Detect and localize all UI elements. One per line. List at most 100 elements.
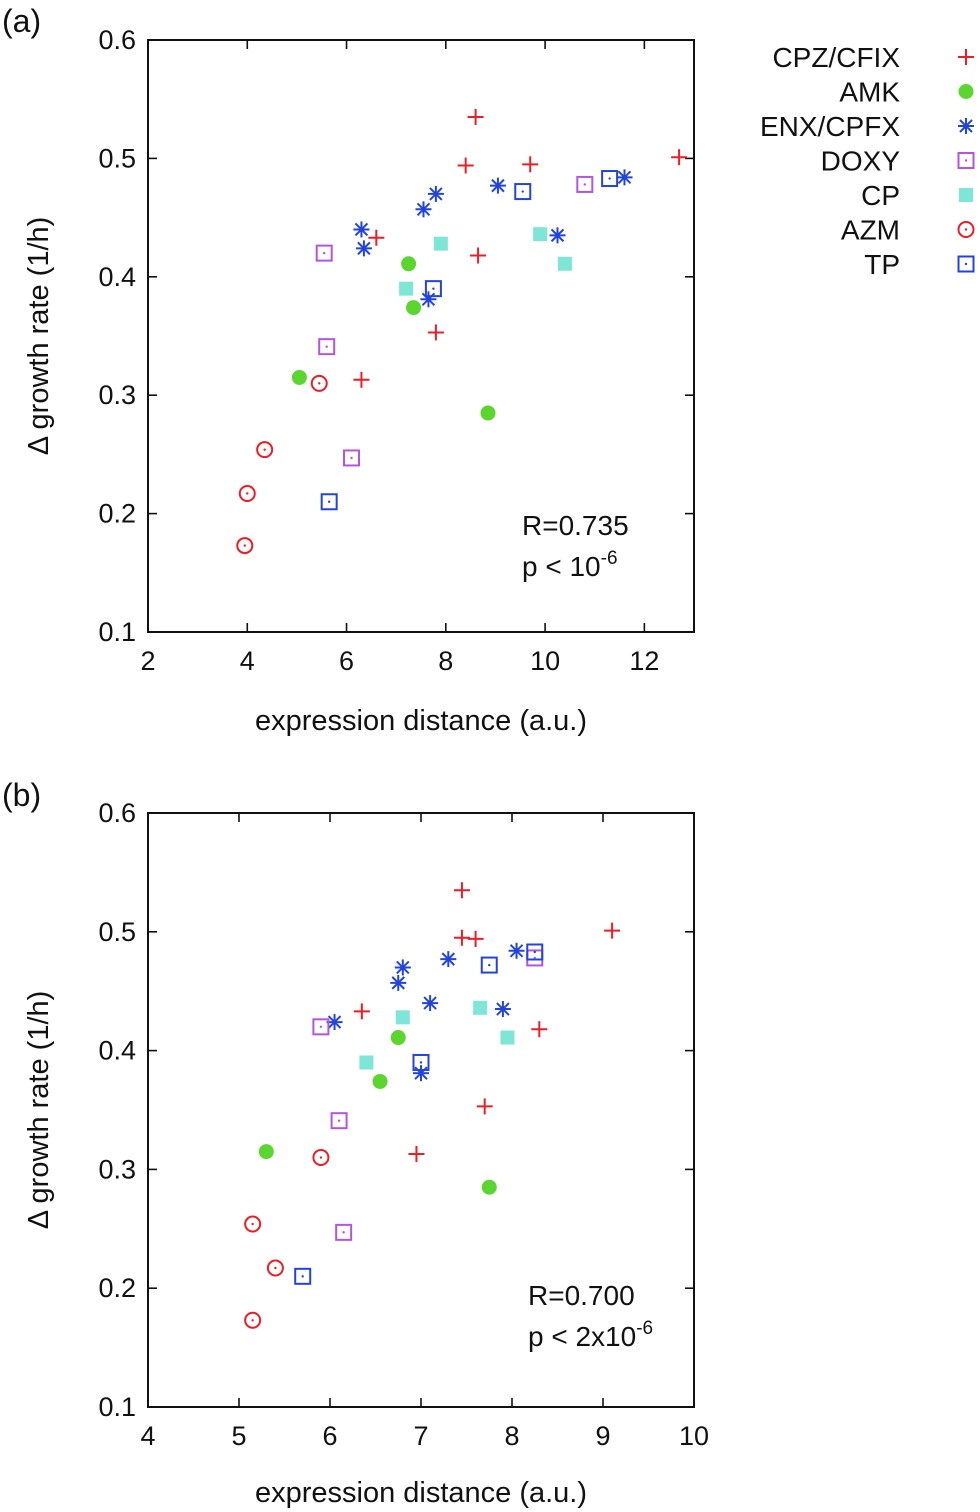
panel-a-point-cp (533, 227, 548, 242)
panel-a-point-cpz (368, 229, 385, 246)
panel-b-point-cp (500, 1030, 515, 1045)
panel-b-y-tick-label: 0.4 (98, 1036, 136, 1066)
legend-label-cpz: CPZ/CFIX (772, 42, 900, 73)
panel-b-point-cpz (453, 882, 470, 899)
panel-a-point-tp (601, 170, 619, 188)
legend-marker-doxy (957, 152, 975, 169)
panel-a-x-axis-label: expression distance (a.u.) (255, 705, 587, 737)
legend-marker-azm (957, 221, 975, 238)
panel-b-point-amk (481, 1179, 497, 1195)
panel-a-point-doxy (315, 244, 333, 262)
panel-b: (b) 4 5 6 7 8 9 10 0.1 0.2 0.3 0.4 0.5 0.6 expressio… (2, 777, 709, 1509)
panel-a-point-cp (557, 256, 572, 271)
legend-marker-cp (959, 188, 973, 202)
panel-a: (a) 2 4 6 8 10 12 0.1 0.2 0.3 0.4 0.5 0.6 expressio… (2, 3, 695, 737)
panel-a-x-tick-label: 4 (240, 646, 255, 676)
panel-b-point-amk (372, 1073, 388, 1089)
panel-a-point-enx (353, 221, 370, 238)
panel-b-point-amk (390, 1030, 406, 1046)
panel-b-y-axis-label: Δ growth rate (1/h) (23, 991, 55, 1230)
panel-b-point-tp (294, 1267, 312, 1285)
panel-b-x-tick-label: 6 (322, 1421, 337, 1451)
panel-a-point-azm (238, 484, 256, 502)
panel-a-point-cpz (522, 156, 539, 173)
panel-a-x-tick-label: 8 (438, 646, 453, 676)
panel-a-point-tp (424, 280, 442, 298)
panel-a-point-doxy (576, 175, 594, 193)
panel-a-point-amk (480, 405, 496, 421)
panel-b-point-cp (359, 1055, 374, 1070)
panel-b-x-tick-label: 10 (679, 1421, 709, 1451)
legend-label-tp: TP (864, 249, 900, 280)
panel-a-point-cpz (427, 324, 444, 341)
legend-marker-amk (958, 84, 974, 99)
panel-a-point-azm (256, 441, 274, 459)
panel-a-ticks: 2 4 6 8 10 12 0.1 0.2 0.3 0.4 0.5 0.6 (98, 25, 694, 676)
panel-b-x-axis-label: expression distance (a.u.) (255, 1477, 587, 1509)
panel-a-point-doxy (343, 449, 361, 467)
panel-b-point-cpz (408, 1145, 425, 1162)
panel-a-p-exponent: -6 (601, 548, 618, 569)
panel-b-point-cp (395, 1010, 410, 1025)
panel-a-point-amk (291, 369, 307, 385)
panel-b-point-enx (413, 1065, 429, 1082)
panel-a-label: (a) (2, 3, 41, 39)
panel-a-point-tp (514, 183, 532, 201)
panel-b-marks (244, 882, 621, 1329)
panel-b-point-azm (266, 1259, 284, 1277)
panel-a-point-enx (415, 201, 432, 218)
panel-b-x-tick-label: 4 (140, 1421, 155, 1451)
panel-a-y-axis-label: Δ growth rate (1/h) (23, 217, 55, 456)
panel-a-point-cpz (353, 371, 370, 388)
panel-a-point-enx (489, 177, 506, 194)
panel-b-point-cpz (467, 930, 484, 947)
panel-a-point-enx (616, 169, 633, 186)
panel-a-point-amk (406, 300, 422, 316)
panel-a-x-tick-label: 6 (339, 646, 354, 676)
panel-b-point-azm (244, 1215, 262, 1233)
panel-b-point-cpz (453, 929, 470, 946)
panel-a-p-annotation: p < 10-6 (522, 548, 618, 582)
panel-b-r-annotation: R=0.700 (528, 1280, 635, 1311)
legend-marker-enx (958, 118, 974, 134)
panel-b-ticks: 4 5 6 7 8 9 10 0.1 0.2 0.3 0.4 0.5 0.6 (98, 798, 709, 1451)
panel-a-x-tick-label: 10 (530, 646, 560, 676)
panel-b-point-cp (473, 1000, 488, 1015)
panel-b-point-azm (312, 1149, 330, 1167)
panel-a-point-doxy (318, 338, 336, 356)
legend-label-enx: ENX/CPFX (760, 111, 900, 142)
legend-marker-tp (957, 255, 975, 273)
panel-a-y-tick-label: 0.6 (98, 25, 136, 55)
panel-b-y-tick-label: 0.1 (98, 1392, 136, 1422)
legend-label-cp: CP (861, 180, 900, 211)
panel-b-point-cpz (476, 1098, 493, 1115)
panel-b-point-enx (394, 959, 411, 976)
panel-b-x-tick-label: 5 (231, 1421, 246, 1451)
panel-b-point-cpz (604, 922, 621, 939)
panel-a-point-cp (433, 236, 448, 251)
panel-a-point-tp (320, 493, 338, 511)
panel-b-x-tick-label: 9 (595, 1421, 610, 1451)
panel-b-point-cpz (531, 1021, 548, 1038)
panel-a-p-text: p < 10 (522, 551, 601, 582)
panel-a-y-tick-label: 0.5 (98, 143, 136, 173)
panel-a-x-tick-label: 2 (140, 646, 155, 676)
panel-a-marks (236, 108, 688, 555)
panel-b-point-azm (244, 1311, 262, 1329)
panel-b-point-tp (526, 943, 544, 961)
legend-label-azm: AZM (841, 215, 900, 246)
legend-marker-cpz (958, 49, 974, 65)
panel-a-point-enx (549, 227, 566, 244)
panel-a-point-cpz (467, 108, 484, 125)
panel-b-point-doxy (335, 1223, 353, 1241)
panel-a-point-enx (427, 185, 444, 202)
panel-b-point-tp (412, 1053, 430, 1071)
panel-b-point-tp (480, 956, 498, 974)
panel-b-point-doxy (330, 1112, 348, 1130)
panel-b-y-tick-label: 0.5 (98, 917, 136, 947)
panel-b-p-exponent: -6 (636, 1318, 653, 1339)
panel-a-point-cpz (470, 247, 487, 264)
panel-b-x-tick-label: 8 (504, 1421, 519, 1451)
